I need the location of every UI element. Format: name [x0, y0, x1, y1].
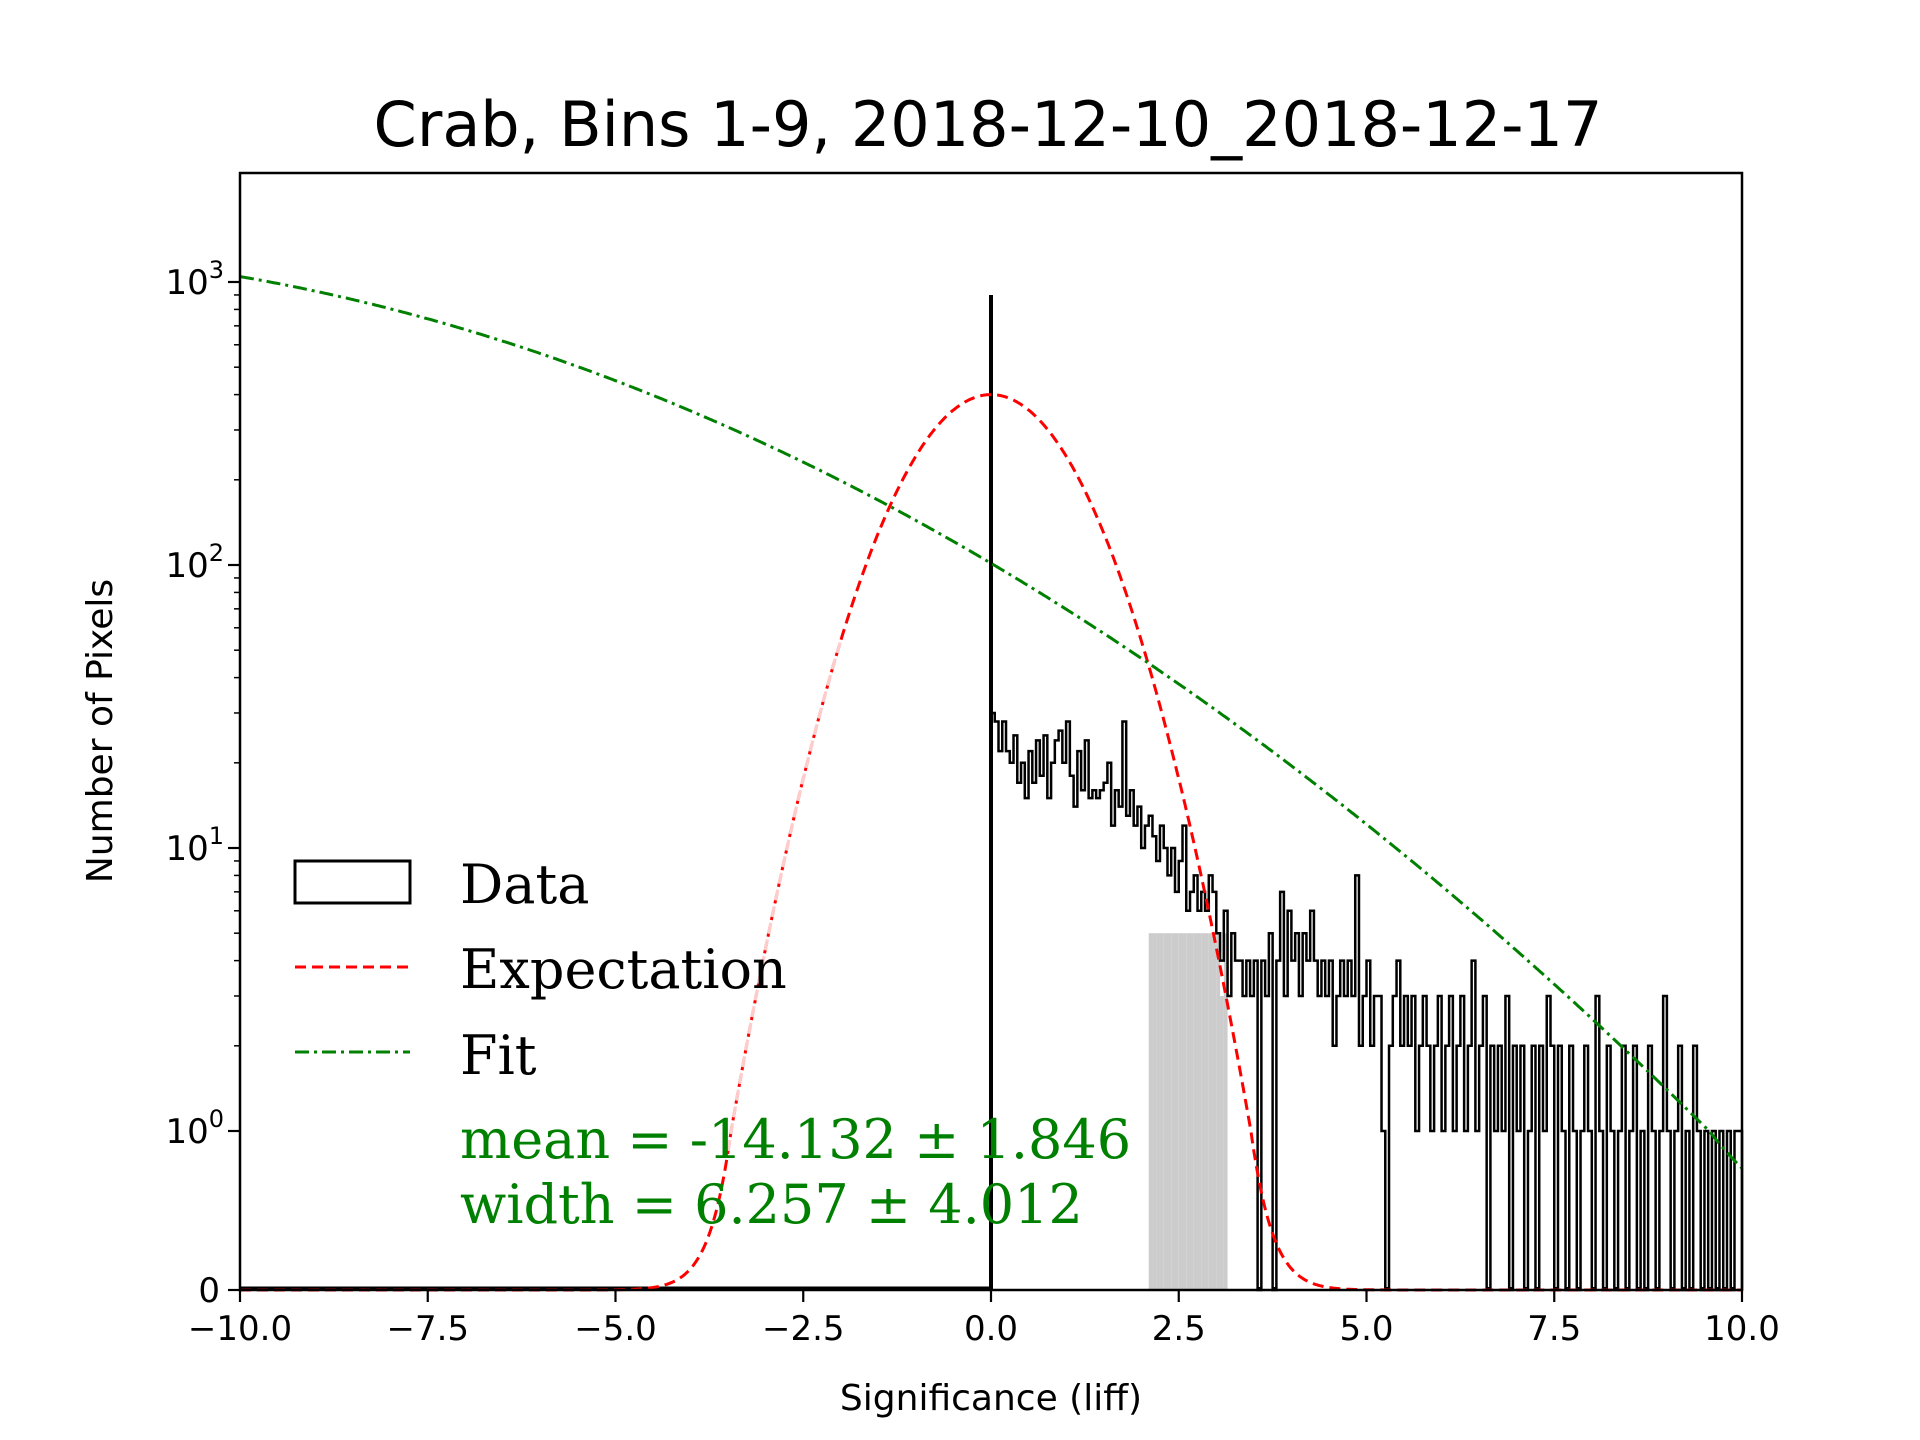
expected-bar: [1182, 933, 1187, 1290]
legend: Data Expectation Fit mean = -14.132 ± 1.…: [293, 853, 1131, 1236]
expected-bar: [1178, 933, 1183, 1290]
y-axis: 0 100 101 102 103: [165, 256, 240, 1311]
expected-bar: [1159, 933, 1164, 1290]
y-tick-label: 102: [165, 539, 224, 586]
histogram-zero-bin: [1614, 1287, 1619, 1290]
expected-bar: [1174, 933, 1179, 1290]
expected-bar: [1208, 933, 1213, 1290]
x-axis: −10.0 −7.5 −5.0 −2.5 0.0 2.5 5.0 7.5 10.0: [188, 1290, 1780, 1349]
histogram-zero-bin: [1272, 1287, 1277, 1290]
expected-bar: [1167, 933, 1172, 1290]
histogram-zero-bin: [1681, 1287, 1686, 1290]
y-tick-label: 101: [165, 822, 224, 869]
x-tick-label: 0.0: [964, 1309, 1018, 1349]
expected-bar: [1205, 933, 1209, 1290]
histogram-zero-bin: [1257, 1287, 1262, 1290]
legend-label-expectation: Expectation: [460, 938, 787, 1001]
expected-bar: [1156, 933, 1160, 1290]
y-tick-label: 103: [165, 256, 224, 303]
fit-mean-annotation: mean = -14.132 ± 1.846: [460, 1108, 1131, 1171]
expectation-curve-faded-segment: [726, 639, 843, 1152]
histogram-zero-bin: [1700, 1287, 1705, 1290]
legend-label-fit: Fit: [460, 1024, 537, 1087]
expected-bar: [1216, 933, 1221, 1290]
expected-bar: [1152, 933, 1157, 1290]
chart-title: Crab, Bins 1-9, 2018-12-10_2018-12-17: [374, 88, 1603, 161]
fit-width-annotation: width = 6.257 ± 4.012: [460, 1173, 1083, 1236]
expected-bar: [1190, 933, 1194, 1290]
x-tick-label: 10.0: [1704, 1309, 1780, 1349]
expected-bar: [1201, 933, 1206, 1290]
expected-bar: [1148, 933, 1153, 1290]
expected-bar: [1197, 933, 1202, 1290]
expected-bar: [1186, 933, 1191, 1290]
legend-label-data: Data: [460, 853, 589, 916]
expected-bar: [1193, 933, 1198, 1290]
histogram-zero-bin: [1730, 1287, 1735, 1290]
y-axis-label: Number of Pixels: [80, 579, 121, 883]
expected-bar: [1163, 933, 1168, 1290]
histogram-zero-bin: [1576, 1287, 1581, 1290]
x-tick-label: −2.5: [762, 1309, 845, 1349]
histogram-zero-bin: [1509, 1287, 1513, 1290]
x-tick-label: 2.5: [1152, 1309, 1206, 1349]
expected-bar: [1223, 933, 1228, 1290]
expected-bar: [1220, 995, 1224, 1290]
expected-bar: [1212, 933, 1217, 1290]
y-tick-label: 100: [165, 1105, 224, 1152]
y-tick-label: 0: [198, 1271, 220, 1311]
x-tick-label: −7.5: [386, 1309, 469, 1349]
expected-bar: [1171, 933, 1175, 1290]
x-tick-label: 7.5: [1527, 1309, 1581, 1349]
x-tick-label: −10.0: [188, 1309, 292, 1349]
histogram-zero-bin: [1715, 1287, 1720, 1290]
x-tick-label: −5.0: [574, 1309, 657, 1349]
legend-swatch-data: [293, 859, 412, 905]
x-tick-label: 5.0: [1339, 1309, 1393, 1349]
x-axis-label: Significance (liff): [840, 1378, 1142, 1419]
